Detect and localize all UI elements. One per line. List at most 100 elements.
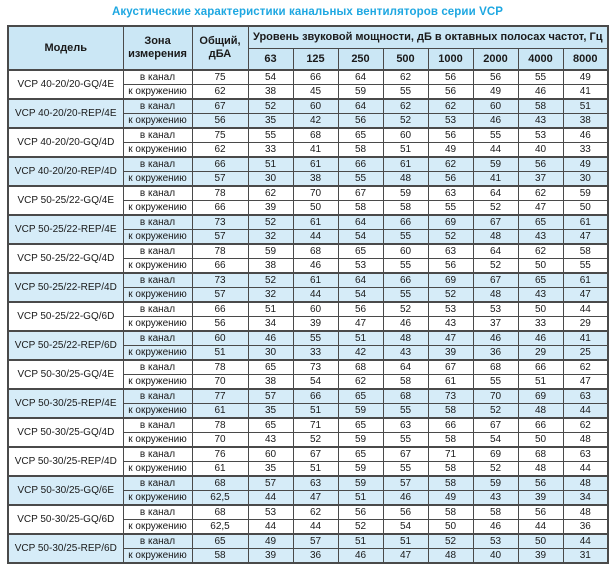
zone-cell: в канал: [122, 504, 193, 520]
zone-cell: в канал: [122, 127, 193, 143]
band-value-cell: 53: [472, 533, 519, 549]
zone-cell: к окружению: [122, 258, 193, 274]
band-value-cell: 59: [337, 475, 384, 491]
band-value-cell: 48: [562, 432, 609, 448]
band-value-cell: 38: [292, 171, 339, 187]
band-value-cell: 44: [247, 519, 294, 535]
band-value-cell: 47: [562, 287, 609, 303]
table-row: к окружению 70 43 52 59 55 58 54 50 48: [8, 432, 609, 448]
band-value-cell: 55: [562, 258, 609, 274]
band-value-cell: 64: [337, 214, 384, 230]
model-cell: VCP 50-30/25-GQ/4D: [7, 417, 124, 448]
total-dba-cell: 77: [191, 388, 249, 404]
model-cell: VCP 40-20/20-GQ/4D: [7, 127, 124, 158]
zone-cell: к окружению: [122, 548, 193, 564]
zone-cell: в канал: [122, 388, 193, 404]
total-dba-cell: 68: [191, 475, 249, 491]
band-value-cell: 46: [517, 84, 564, 100]
band-value-cell: 63: [562, 446, 609, 462]
total-dba-cell: 78: [191, 185, 249, 201]
band-value-cell: 56: [337, 301, 384, 317]
band-value-cell: 38: [247, 84, 294, 100]
band-value-cell: 56: [337, 113, 384, 129]
band-value-cell: 44: [562, 533, 609, 549]
band-value-cell: 62: [337, 374, 384, 390]
freq-header: 1000: [427, 48, 474, 71]
band-value-cell: 67: [472, 214, 519, 230]
band-value-cell: 39: [427, 345, 474, 361]
band-value-cell: 58: [427, 504, 474, 520]
band-value-cell: 60: [472, 98, 519, 114]
total-dba-cell: 57: [191, 171, 249, 187]
band-value-cell: 43: [247, 432, 294, 448]
band-value-cell: 62: [382, 98, 429, 114]
zone-cell: к окружению: [122, 519, 193, 535]
model-cell: VCP 50-30/25-REP/4E: [7, 388, 124, 419]
band-value-cell: 62: [247, 185, 294, 201]
model-cell: VCP 50-30/25-GQ/4E: [7, 359, 124, 390]
total-dba-cell: 60: [191, 330, 249, 346]
band-value-cell: 55: [382, 403, 429, 419]
band-value-cell: 41: [292, 142, 339, 158]
band-value-cell: 39: [247, 548, 294, 564]
band-value-cell: 58: [337, 142, 384, 158]
band-value-cell: 56: [517, 504, 564, 520]
band-value-cell: 50: [292, 200, 339, 216]
band-value-cell: 53: [247, 504, 294, 520]
band-value-cell: 59: [337, 461, 384, 477]
band-value-cell: 68: [292, 127, 339, 143]
table-row: к окружению 66 39 50 58 58 55 52 47 50: [8, 200, 609, 216]
table-row: VCP 50-25/22-GQ/4E в канал 78 62 70 67 59 63 64 6…: [7, 185, 609, 216]
total-dba-cell: 57: [191, 287, 249, 303]
table-row: к окружению 56 34 39 47 46 43 37 33 29: [8, 316, 609, 332]
band-value-cell: 37: [472, 316, 519, 332]
table-row: VCP 50-30/25-GQ/4D в канал 78 65 71 65 63 66 67 6…: [7, 417, 609, 448]
band-value-cell: 38: [247, 258, 294, 274]
band-value-cell: 36: [292, 548, 339, 564]
total-dba-cell: 68: [191, 504, 249, 520]
band-value-cell: 52: [427, 287, 474, 303]
total-dba-cell: 78: [191, 243, 249, 259]
band-value-cell: 54: [337, 287, 384, 303]
band-value-cell: 34: [247, 316, 294, 332]
band-value-cell: 70: [292, 185, 339, 201]
band-value-cell: 53: [517, 127, 564, 143]
band-value-cell: 41: [562, 84, 609, 100]
band-value-cell: 64: [382, 359, 429, 375]
total-dba-cell: 66: [191, 258, 249, 274]
band-value-cell: 57: [247, 475, 294, 491]
band-value-cell: 54: [337, 229, 384, 245]
band-value-cell: 56: [427, 84, 474, 100]
band-value-cell: 58: [427, 403, 474, 419]
band-value-cell: 55: [382, 258, 429, 274]
table-row: VCP 50-30/25-GQ/6E в канал 68 57 63 59 57 58 59 5…: [7, 475, 609, 506]
band-value-cell: 41: [562, 330, 609, 346]
band-value-cell: 44: [517, 519, 564, 535]
band-value-cell: 46: [562, 127, 609, 143]
band-value-cell: 48: [472, 287, 519, 303]
band-value-cell: 64: [337, 272, 384, 288]
table-row: VCP 40-20/20-REP/4E в канал 67 52 60 64 62 62 60…: [7, 98, 609, 129]
zone-cell: к окружению: [122, 345, 193, 361]
band-value-cell: 52: [472, 258, 519, 274]
band-value-cell: 34: [562, 490, 609, 506]
zone-cell: к окружению: [122, 374, 193, 390]
band-value-cell: 51: [247, 301, 294, 317]
band-value-cell: 61: [427, 374, 474, 390]
table-row: VCP 50-25/22-GQ/6D в канал 66 51 60 56 52 53 53 5…: [7, 301, 609, 332]
band-value-cell: 52: [247, 98, 294, 114]
band-value-cell: 32: [247, 287, 294, 303]
band-value-cell: 55: [517, 69, 564, 85]
band-value-cell: 30: [562, 171, 609, 187]
band-value-cell: 47: [337, 316, 384, 332]
band-value-cell: 44: [562, 461, 609, 477]
band-value-cell: 59: [337, 84, 384, 100]
freq-header: 4000: [517, 48, 564, 71]
band-value-cell: 47: [382, 548, 429, 564]
band-value-cell: 64: [472, 185, 519, 201]
band-value-cell: 35: [247, 113, 294, 129]
band-value-cell: 67: [427, 359, 474, 375]
freq-header: 2000: [472, 48, 519, 71]
band-value-cell: 55: [382, 229, 429, 245]
total-dba-cell: 62,5: [191, 490, 249, 506]
